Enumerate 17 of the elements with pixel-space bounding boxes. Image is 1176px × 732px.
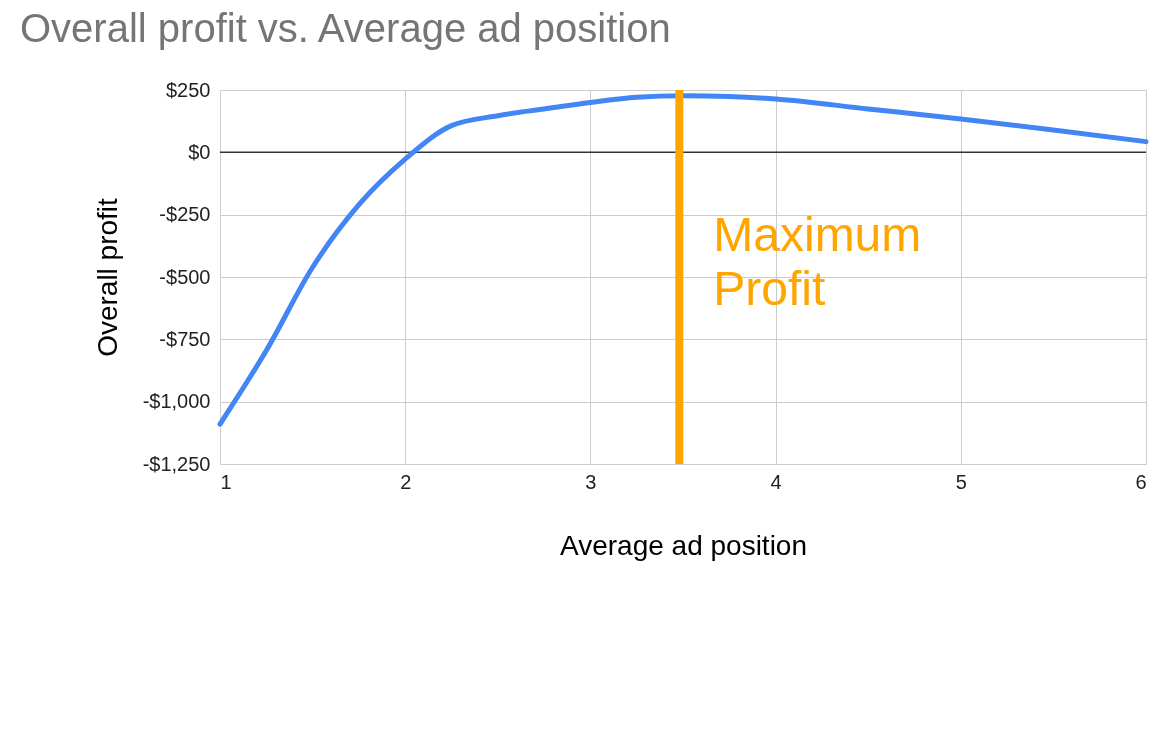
y-tick-label: -$1,250 (142, 452, 211, 475)
y-tick-label: -$750 (159, 327, 211, 350)
y-tick-label: -$250 (159, 203, 211, 226)
x-tick-label: 1 (220, 470, 232, 493)
x-tick-label: 6 (1135, 470, 1147, 493)
y-tick-label: -$500 (159, 265, 211, 288)
x-tick-label: 2 (400, 470, 412, 493)
x-axis-title: Average ad position (560, 529, 807, 561)
y-axis-title: Overall profit (91, 197, 123, 357)
y-tick-label: -$1,000 (142, 390, 211, 413)
ref-line-label: Maximum Profit (713, 208, 922, 315)
x-tick-label: 5 (955, 470, 967, 493)
x-tick-label: 3 (585, 470, 597, 493)
y-tick-label: $250 (166, 78, 211, 101)
chart-title: Overall profit vs. Average ad position (20, 6, 671, 50)
y-tick-label: $0 (188, 140, 211, 163)
x-tick-label: 4 (770, 470, 782, 493)
